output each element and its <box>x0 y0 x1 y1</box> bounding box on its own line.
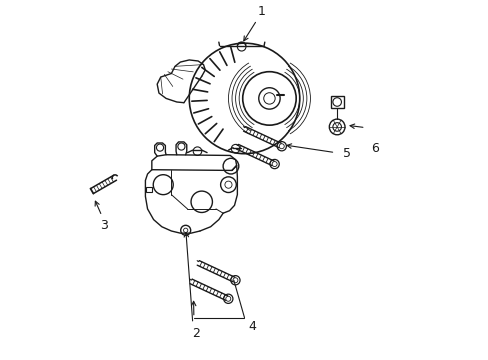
Text: 4: 4 <box>247 320 255 333</box>
Circle shape <box>258 88 280 109</box>
Text: 6: 6 <box>370 142 378 155</box>
Text: 1: 1 <box>257 5 265 18</box>
Polygon shape <box>146 187 151 192</box>
Text: 5: 5 <box>342 147 350 160</box>
Circle shape <box>328 119 345 135</box>
Text: 2: 2 <box>192 327 200 340</box>
Text: 3: 3 <box>100 219 107 232</box>
Polygon shape <box>330 95 343 108</box>
